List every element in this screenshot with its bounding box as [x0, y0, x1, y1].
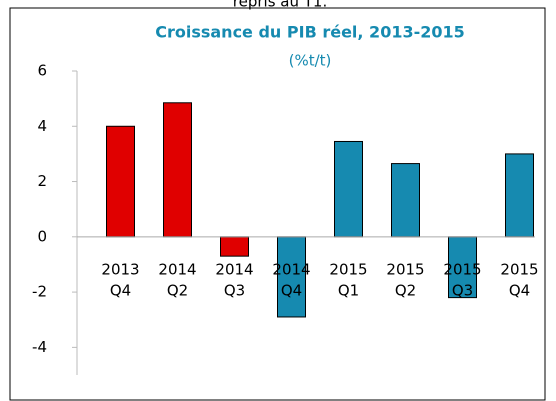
x-tick-label: Q3 — [452, 282, 473, 300]
bar — [505, 153, 534, 238]
x-tick-label: Q4 — [110, 282, 131, 300]
x-tick-label: 2014 — [158, 261, 196, 279]
x-tick-label: 2013 — [101, 261, 139, 279]
x-tick-label: 2015 — [386, 261, 424, 279]
bar — [220, 236, 249, 257]
y-tick-label: -4 — [32, 338, 47, 356]
x-tick-label: Q1 — [338, 282, 359, 300]
chart-subtitle: (%t/t) — [289, 52, 332, 70]
y-tick-label: 0 — [37, 227, 47, 245]
bar — [277, 236, 306, 318]
x-tick-label: 2015 — [443, 261, 481, 279]
x-tick-label: Q4 — [509, 282, 530, 300]
x-tick-label: Q4 — [281, 282, 302, 300]
x-tick-label: Q3 — [224, 282, 245, 300]
x-tick-label: 2014 — [272, 261, 310, 279]
chart-frame — [9, 7, 546, 401]
y-tick-label: 2 — [37, 172, 47, 190]
x-tick-label: 2015 — [500, 261, 538, 279]
header-note: repris au T1. — [233, 0, 327, 11]
y-tick-label: 4 — [37, 117, 47, 135]
x-tick-label: 2015 — [329, 261, 367, 279]
bar — [106, 125, 135, 238]
y-tick-label: 6 — [37, 62, 47, 80]
bar — [163, 102, 192, 238]
bar — [448, 236, 477, 299]
y-tick-label: -2 — [32, 283, 47, 301]
bar — [334, 140, 363, 238]
bar — [391, 163, 420, 238]
x-tick-label: Q2 — [395, 282, 416, 300]
x-tick-label: Q2 — [167, 282, 188, 300]
chart-title: Croissance du PIB réel, 2013-2015 — [155, 23, 465, 42]
x-tick-label: 2014 — [215, 261, 253, 279]
